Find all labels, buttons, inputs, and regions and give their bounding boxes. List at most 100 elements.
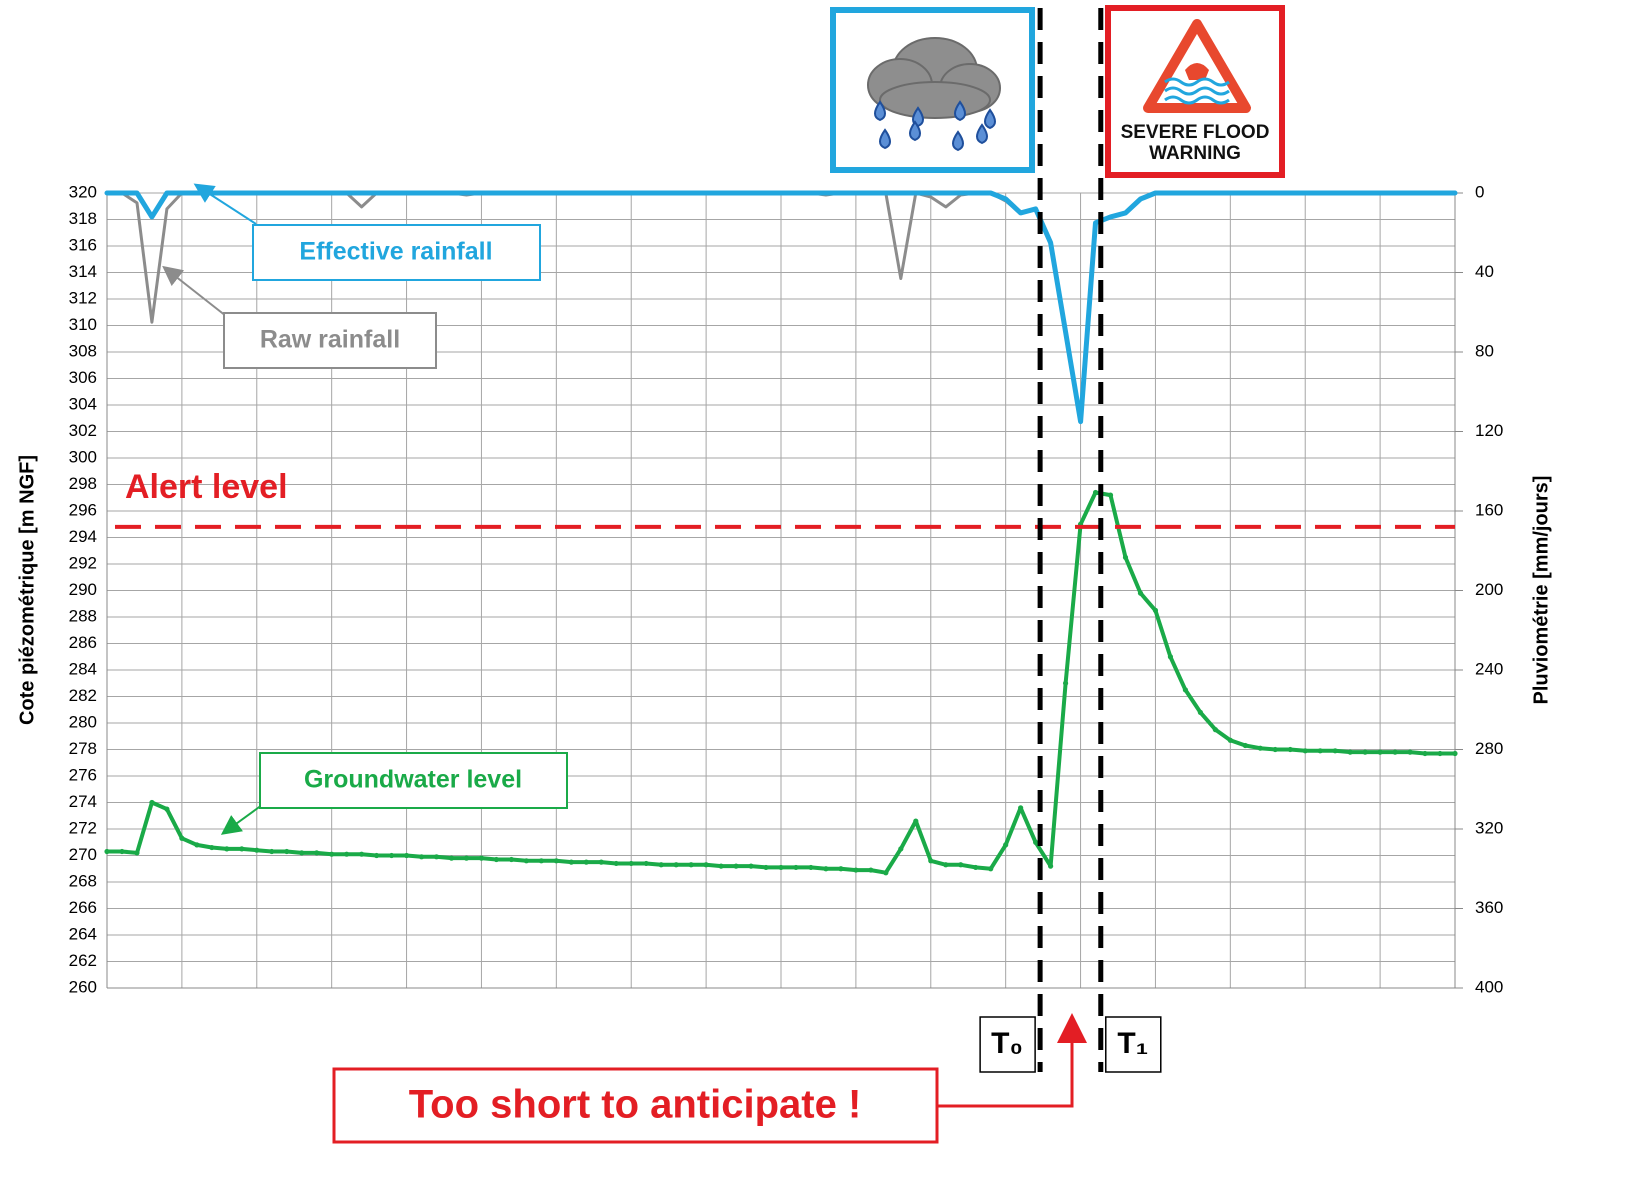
point bbox=[419, 854, 424, 859]
point bbox=[464, 856, 469, 861]
point bbox=[704, 862, 709, 867]
point bbox=[838, 866, 843, 871]
point bbox=[1063, 681, 1068, 686]
point bbox=[269, 849, 274, 854]
y2-tick-label: 320 bbox=[1475, 818, 1503, 837]
y2-tick-label: 400 bbox=[1475, 977, 1503, 996]
point bbox=[748, 864, 753, 869]
y-tick-label: 290 bbox=[69, 580, 97, 599]
marker-label: T₁ bbox=[1117, 1027, 1148, 1060]
flood-warning-sign: SEVERE FLOOD WARNING bbox=[1108, 8, 1282, 175]
y-tick-label: 280 bbox=[69, 712, 97, 731]
warning-text: SEVERE FLOOD WARNING bbox=[1110, 122, 1280, 164]
point bbox=[119, 849, 124, 854]
point bbox=[1318, 748, 1323, 753]
point bbox=[254, 848, 259, 853]
point bbox=[1363, 750, 1368, 755]
y-tick-label: 266 bbox=[69, 898, 97, 917]
y-tick-label: 312 bbox=[69, 288, 97, 307]
point bbox=[194, 842, 199, 847]
y-tick-label: 272 bbox=[69, 818, 97, 837]
y-tick-label: 270 bbox=[69, 845, 97, 864]
point bbox=[1288, 747, 1293, 752]
y-tick-label: 304 bbox=[69, 394, 97, 413]
point bbox=[1333, 748, 1338, 753]
point bbox=[1378, 750, 1383, 755]
point bbox=[1033, 840, 1038, 845]
point bbox=[404, 853, 409, 858]
y-tick-label: 260 bbox=[69, 977, 97, 996]
y-tick-label: 302 bbox=[69, 421, 97, 440]
point bbox=[104, 849, 109, 854]
point bbox=[1437, 751, 1442, 756]
point bbox=[1138, 591, 1143, 596]
y-tick-label: 278 bbox=[69, 739, 97, 758]
point bbox=[314, 850, 319, 855]
point bbox=[599, 860, 604, 865]
point bbox=[1108, 493, 1113, 498]
point bbox=[733, 864, 738, 869]
rain-icon bbox=[833, 10, 1032, 170]
point bbox=[629, 861, 634, 866]
point bbox=[868, 867, 873, 872]
point bbox=[763, 865, 768, 870]
point bbox=[344, 852, 349, 857]
y-tick-label: 318 bbox=[69, 209, 97, 228]
point bbox=[973, 865, 978, 870]
point bbox=[1422, 751, 1427, 756]
point bbox=[793, 865, 798, 870]
point bbox=[374, 853, 379, 858]
y-axis-title: Cote piézométrique [m NGF] bbox=[16, 455, 38, 725]
point bbox=[808, 865, 813, 870]
point bbox=[1048, 864, 1053, 869]
y-tick-label: 300 bbox=[69, 447, 97, 466]
y-tick-label: 276 bbox=[69, 765, 97, 784]
point bbox=[179, 836, 184, 841]
y-tick-label: 320 bbox=[69, 182, 97, 201]
y-tick-label: 316 bbox=[69, 235, 97, 254]
alert-level-label: Alert level bbox=[125, 468, 288, 506]
y-tick-label: 288 bbox=[69, 606, 97, 625]
series-label: Raw rainfall bbox=[260, 326, 400, 354]
point bbox=[329, 852, 334, 857]
y-tick-label: 298 bbox=[69, 474, 97, 493]
point bbox=[853, 867, 858, 872]
y-tick-label: 314 bbox=[69, 262, 97, 281]
y-tick-label: 310 bbox=[69, 315, 97, 334]
point bbox=[1303, 748, 1308, 753]
point bbox=[659, 862, 664, 867]
point bbox=[614, 861, 619, 866]
point bbox=[1183, 687, 1188, 692]
point bbox=[209, 845, 214, 850]
y2-tick-label: 280 bbox=[1475, 739, 1503, 758]
point bbox=[134, 850, 139, 855]
y-tick-label: 264 bbox=[69, 924, 97, 943]
y2-tick-label: 120 bbox=[1475, 421, 1503, 440]
point bbox=[1258, 746, 1263, 751]
point bbox=[913, 818, 918, 823]
y-tick-label: 274 bbox=[69, 792, 97, 811]
y2-axis-title: Pluviométrie [mm/jours] bbox=[1530, 476, 1552, 705]
y-tick-label: 306 bbox=[69, 368, 97, 387]
point bbox=[554, 858, 559, 863]
y-tick-label: 268 bbox=[69, 871, 97, 890]
point bbox=[359, 852, 364, 857]
point bbox=[1153, 608, 1158, 613]
y-tick-label: 284 bbox=[69, 659, 97, 678]
point bbox=[958, 862, 963, 867]
point bbox=[224, 846, 229, 851]
point bbox=[988, 866, 993, 871]
chart: Cote piézométrique [m NGF] Pluviométrie … bbox=[0, 0, 1634, 1192]
point bbox=[524, 858, 529, 863]
point bbox=[1392, 750, 1397, 755]
arrow bbox=[170, 272, 226, 316]
point bbox=[584, 860, 589, 865]
point bbox=[674, 862, 679, 867]
y-tick-label: 294 bbox=[69, 527, 97, 546]
point bbox=[1093, 490, 1098, 495]
point bbox=[1198, 710, 1203, 715]
y-tick-label: 282 bbox=[69, 686, 97, 705]
callout: Too short to anticipate ! bbox=[409, 1083, 862, 1127]
point bbox=[284, 849, 289, 854]
point bbox=[1213, 727, 1218, 732]
